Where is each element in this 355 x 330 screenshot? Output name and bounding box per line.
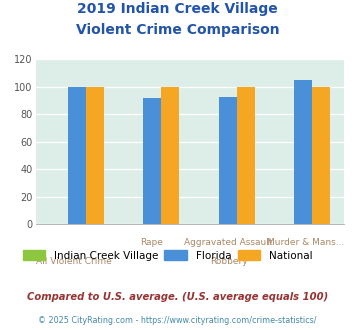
Text: Violent Crime Comparison: Violent Crime Comparison — [76, 23, 279, 37]
Bar — [294, 80, 312, 224]
Text: © 2025 CityRating.com - https://www.cityrating.com/crime-statistics/: © 2025 CityRating.com - https://www.city… — [38, 316, 317, 325]
Text: Compared to U.S. average. (U.S. average equals 100): Compared to U.S. average. (U.S. average … — [27, 292, 328, 302]
Legend: Indian Creek Village, Florida, National: Indian Creek Village, Florida, National — [20, 247, 316, 264]
Text: All Violent Crime: All Violent Crime — [36, 257, 112, 266]
Bar — [68, 87, 86, 224]
Text: Murder & Mans...: Murder & Mans... — [267, 238, 344, 247]
Bar — [219, 96, 237, 224]
Text: Rape: Rape — [140, 238, 163, 247]
Text: 2019 Indian Creek Village: 2019 Indian Creek Village — [77, 2, 278, 16]
Bar — [237, 87, 255, 224]
Bar — [86, 87, 104, 224]
Bar — [161, 87, 179, 224]
Text: Robbery: Robbery — [210, 257, 247, 266]
Text: Aggravated Assault: Aggravated Assault — [184, 238, 273, 247]
Bar — [143, 98, 161, 224]
Bar — [312, 87, 330, 224]
